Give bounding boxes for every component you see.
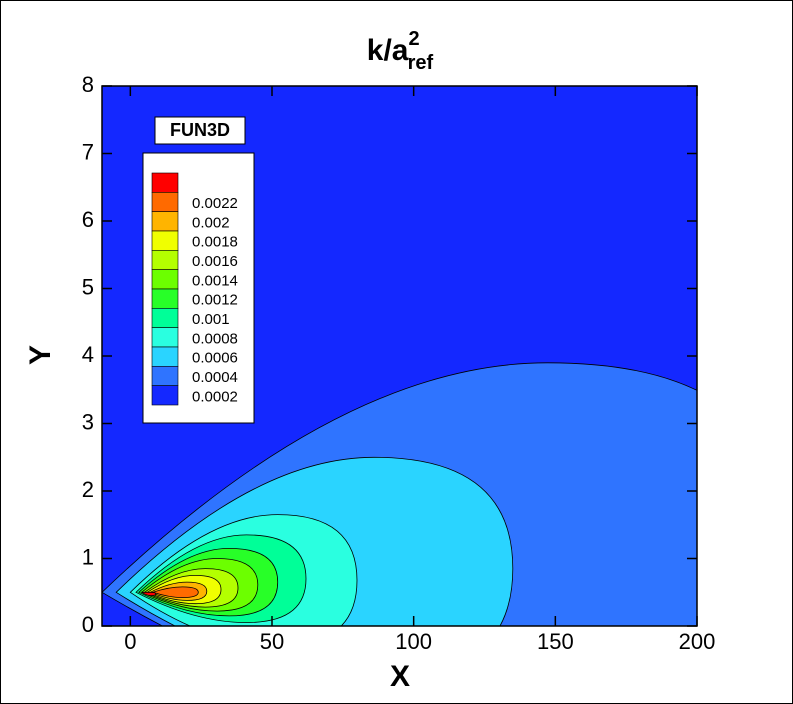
legend-label: 0.0022: [192, 195, 238, 212]
legend-label: 0.0002: [192, 388, 238, 405]
y-tick-label: 5: [82, 274, 94, 299]
legend-swatch: [151, 308, 179, 328]
legend-swatch: [151, 230, 179, 251]
y-tick-label: 8: [82, 72, 94, 97]
y-tick-label: 0: [82, 612, 94, 637]
legend-swatch: [151, 366, 179, 386]
x-tick-label: 150: [537, 629, 574, 654]
legend-swatch: [151, 385, 179, 406]
legend-swatch: [151, 211, 179, 232]
contour-region: [140, 591, 157, 597]
legend-swatch: [151, 269, 179, 290]
y-tick-label: 7: [82, 139, 94, 164]
legend-swatch: [151, 172, 179, 193]
legend-swatch: [151, 250, 179, 270]
y-tick-label: 6: [82, 207, 94, 232]
y-tick-label: 4: [82, 342, 94, 367]
legend-title-box: [154, 116, 246, 145]
title-sup: 2: [409, 28, 420, 50]
legend-swatch: [151, 192, 179, 212]
axes: 0 50 100 150 200 0 1 2 3 4 5 6 7 8: [82, 72, 716, 654]
legend-title: FUN3D: [170, 120, 230, 140]
x-tick-label: 100: [395, 629, 432, 654]
legend: FUN3D 0.0002 0.0004 0.0006 0.0008 0.001 0.0012…: [142, 116, 255, 424]
y-tick-label: 2: [82, 477, 94, 502]
y-tick-label: 1: [82, 544, 94, 569]
legend-label: 0.002: [192, 214, 230, 231]
legend-swatch: [151, 346, 179, 367]
chart-title: k/a2 ref: [367, 28, 434, 74]
legend-label: 0.0018: [192, 234, 238, 251]
x-tick-label: 50: [260, 629, 284, 654]
legend-label: 0.0008: [192, 330, 238, 347]
legend-label: 0.001: [192, 311, 230, 328]
legend-swatch: [151, 327, 179, 348]
legend-label: 0.0016: [192, 253, 238, 270]
title-main: k/a: [367, 34, 409, 67]
legend-swatch: [151, 288, 179, 309]
legend-label: 0.0012: [192, 292, 238, 309]
legend-label: 0.0006: [192, 350, 238, 367]
y-tick-label: 3: [82, 409, 94, 434]
x-tick-label: 0: [124, 629, 136, 654]
x-tick-label: 200: [679, 629, 716, 654]
title-sub: ref: [408, 52, 434, 74]
contour-region: [151, 586, 199, 599]
y-axis-label: Y: [24, 345, 57, 365]
legend-label: 0.0004: [192, 369, 238, 386]
x-axis-label: X: [390, 660, 410, 693]
legend-label: 0.0014: [192, 272, 238, 289]
